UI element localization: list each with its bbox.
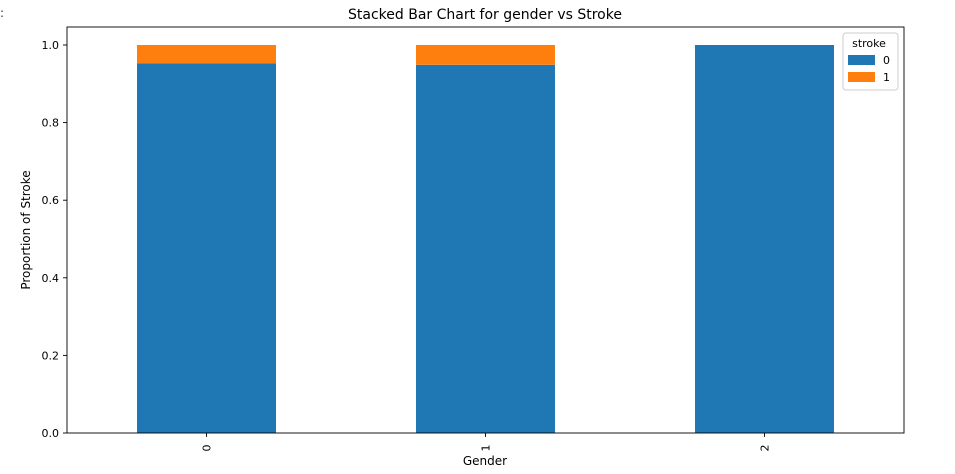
y-tick-label: 0.6	[42, 194, 60, 207]
y-tick-label: 0.0	[42, 427, 60, 440]
stray-glyph: :	[0, 6, 5, 20]
chart-title: Stacked Bar Chart for gender vs Stroke	[348, 7, 622, 23]
legend-swatch-1	[848, 72, 875, 82]
x-tick-label: 2	[759, 445, 772, 452]
axes-group: 0.0 0.2 0.4 0.6 0.8 1.0 0 1 2	[42, 26, 905, 452]
bar-0-stroke-0	[137, 63, 276, 434]
legend-label-1: 1	[883, 71, 890, 84]
y-axis-label: Proportion of Stroke	[19, 170, 33, 289]
bar-0-stroke-1	[137, 45, 276, 64]
legend-label-0: 0	[883, 54, 890, 67]
x-axis-label: Gender	[463, 454, 507, 468]
legend: stroke 0 1	[842, 32, 899, 91]
bar-1-stroke-0	[416, 64, 555, 434]
y-tick-label: 0.4	[42, 272, 60, 285]
y-tick-label: 0.2	[42, 349, 60, 362]
legend-swatch-0	[848, 55, 875, 65]
bar-1-stroke-1	[416, 45, 555, 65]
bar-2-stroke-0	[695, 45, 834, 433]
x-tick-label: 0	[201, 445, 214, 452]
legend-title: stroke	[852, 37, 886, 50]
y-tick-label: 0.8	[42, 117, 60, 130]
bars-group	[137, 45, 834, 434]
y-tick-label: 1.0	[42, 39, 60, 52]
x-tick-label: 1	[480, 445, 493, 452]
